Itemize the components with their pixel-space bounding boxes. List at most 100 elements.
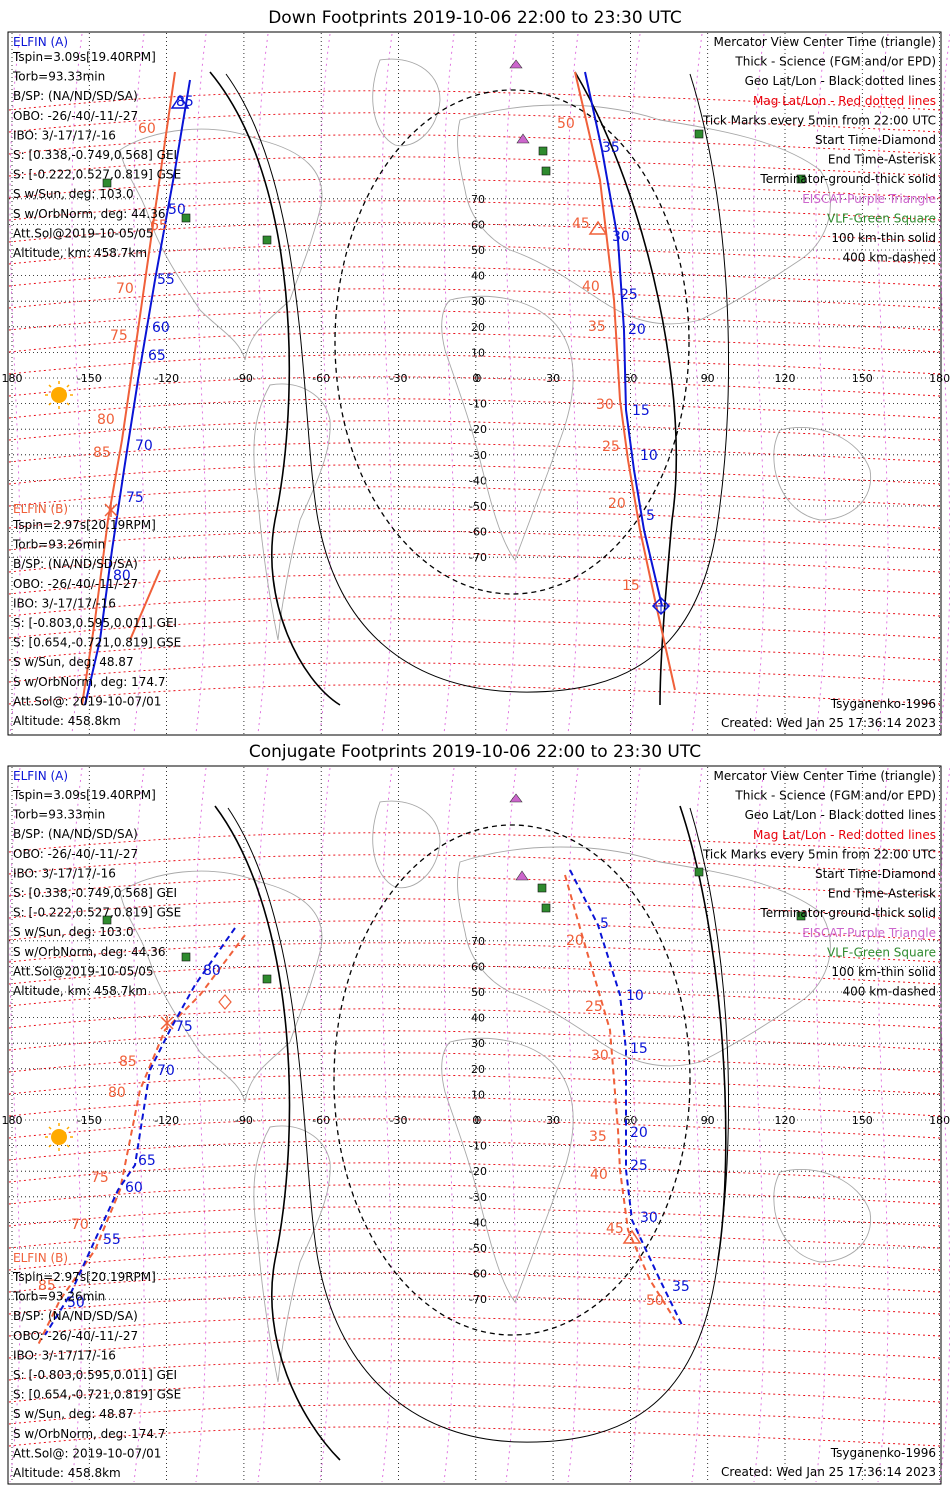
lat-label: 0 xyxy=(475,1114,482,1127)
vlf-square xyxy=(695,868,703,876)
lat-label: 50 xyxy=(471,986,485,999)
elfin-a-param-line: S w/Sun, deg: 103.0 xyxy=(13,187,134,201)
elfin-a-param-line: B/SP: (NA/ND/SD/SA) xyxy=(13,89,138,103)
lon-label: 120 xyxy=(775,372,796,385)
lat-label: -50 xyxy=(469,1242,487,1255)
tick-label: 65 xyxy=(148,348,166,364)
vlf-square xyxy=(542,167,550,175)
elfin-a-param-line: S w/OrbNorm, deg: 44.36 xyxy=(13,207,165,221)
lat-label: 20 xyxy=(471,1063,485,1076)
tick-label: 45 xyxy=(572,216,590,232)
lat-label: 30 xyxy=(471,295,485,308)
legend-item: 400 km-dashed xyxy=(842,985,936,999)
tick-label: 80 xyxy=(108,1085,126,1101)
tick-label: 25 xyxy=(585,999,603,1015)
vlf-square xyxy=(695,130,703,138)
lon-label: 90 xyxy=(701,1114,715,1127)
tick-label: 25 xyxy=(620,287,638,303)
elfin-b-param-line: OBO: -26/-40/-11/-27 xyxy=(13,1329,138,1343)
lat-label: 60 xyxy=(471,960,485,973)
lat-label: 40 xyxy=(471,1012,485,1025)
legend-item: Tick Marks every 5min from 22:00 UTC xyxy=(702,847,936,861)
legend-item: VLF-Green Square xyxy=(827,945,936,959)
lat-label: 10 xyxy=(471,1088,485,1101)
model-label: Tsyganenko-1996 xyxy=(830,1446,936,1460)
elfin-a-param-line: Att.Sol@2019-10-05/05 xyxy=(13,964,154,978)
elfin-a-param-line: S: [-0.222,0.527,0.819] GSE xyxy=(13,168,181,182)
created-label: Created: Wed Jan 25 17:36:14 2023 xyxy=(721,1465,936,1479)
tick-label: 30 xyxy=(612,229,630,245)
tick-label: 5 xyxy=(646,508,655,524)
legend-item: Mag Lat/Lon - Red dotted lines xyxy=(753,94,936,108)
lon-label: 30 xyxy=(546,372,560,385)
elfin-a-param-line: IBO: 3/-17/17/-16 xyxy=(13,866,116,880)
lon-label: 180 xyxy=(2,1114,23,1127)
lat-label: 20 xyxy=(471,321,485,334)
elfin-b-param-line: Att.Sol@: 2019-10-07/01 xyxy=(13,1446,161,1460)
lon-label: 30 xyxy=(546,1114,560,1127)
lon-label: 150 xyxy=(852,372,873,385)
elfin-b-param-line: Torb=93.26min xyxy=(12,1290,105,1304)
lon-label: -60 xyxy=(312,1114,330,1127)
lat-label: -70 xyxy=(469,551,487,564)
tick-label: 35 xyxy=(602,140,620,156)
legend-item: EISCAT-Purple Triangle xyxy=(802,192,936,206)
elfin-b-param-line: S w/Sun, deg: 48.87 xyxy=(13,655,134,669)
legend-item: Start Time-Diamond xyxy=(815,133,936,147)
lat-label: 60 xyxy=(471,218,485,231)
elfin-b-param-line: S: [0.654,-0.721,0.819] GSE xyxy=(13,636,181,650)
lat-label: 40 xyxy=(471,270,485,283)
lat-label: -50 xyxy=(469,500,487,513)
legend-item: Geo Lat/Lon - Black dotted lines xyxy=(745,808,936,822)
lon-label: 150 xyxy=(852,1114,873,1127)
tick-label: 75 xyxy=(126,490,144,506)
elfin-a-param-line: OBO: -26/-40/-11/-27 xyxy=(13,109,138,123)
tick-label: 50 xyxy=(557,116,575,132)
legend-item: Start Time-Diamond xyxy=(815,867,936,881)
elfin-a-param-line: Altitude, km: 458.7km xyxy=(13,984,147,998)
tick-label: 70 xyxy=(116,281,134,297)
created-label: Created: Wed Jan 25 17:36:14 2023 xyxy=(721,716,936,730)
tick-label: 80 xyxy=(97,412,115,428)
vlf-square xyxy=(539,147,547,155)
elfin-b-param-line: S w/OrbNorm, deg: 174.7 xyxy=(13,1427,165,1441)
elfin-b-param-line: Tspin=2.97s[20.19RPM] xyxy=(12,518,156,532)
elfin-b-info: ELFIN (B) xyxy=(13,502,68,516)
elfin-b-param-line: Altitude: 458.8km xyxy=(13,1466,121,1480)
legend-item: EISCAT-Purple Triangle xyxy=(802,926,936,940)
elfin-b-heading: ELFIN (B) xyxy=(13,1251,68,1265)
vlf-square xyxy=(542,904,550,912)
elfin-a-param-line: Altitude, km: 458.7km xyxy=(13,246,147,260)
vlf-square xyxy=(182,953,190,961)
tick-label: 70 xyxy=(157,1063,175,1079)
elfin-a-param-line: OBO: -26/-40/-11/-27 xyxy=(13,847,138,861)
legend-item: End Time-Asterisk xyxy=(828,887,936,901)
tick-label: 70 xyxy=(71,1217,89,1233)
elfin-b-param-line: Att.Sol@: 2019-10-07/01 xyxy=(13,694,161,708)
elfin-a-param-line: S w/Sun, deg: 103.0 xyxy=(13,925,134,939)
lat-label: 70 xyxy=(471,193,485,206)
lat-label: -70 xyxy=(469,1293,487,1306)
lon-label: -30 xyxy=(390,1114,408,1127)
elfin-b-heading: ELFIN (B) xyxy=(13,502,68,516)
tick-label: 20 xyxy=(630,1125,648,1141)
down-footprints-panel: Down Footprints 2019-10-06 22:00 to 23:3… xyxy=(2,8,950,735)
tick-label: 15 xyxy=(632,403,650,419)
tick-label: 55 xyxy=(103,1232,121,1248)
elfin-a-param-line: Tspin=3.09s[19.40RPM] xyxy=(12,50,156,64)
legend-item: 100 km-thin solid xyxy=(831,965,936,979)
elfin-b-info: ELFIN (B) xyxy=(13,1251,68,1265)
panel-title: Down Footprints 2019-10-06 22:00 to 23:3… xyxy=(268,8,682,28)
tick-label: 85 xyxy=(93,445,111,461)
legend-item: VLF-Green Square xyxy=(827,211,936,225)
elfin-b-param-line: IBO: 3/-17/17/-16 xyxy=(13,596,116,610)
elfin-a-info: ELFIN (A) xyxy=(13,35,68,49)
elfin-b-param-line: S w/OrbNorm, deg: 174.7 xyxy=(13,675,165,689)
tick-label: 80 xyxy=(203,963,221,979)
elfin-a-param-line: Torb=93.33min xyxy=(12,808,105,822)
elfin-a-param-line: S w/OrbNorm, deg: 44.36 xyxy=(13,945,165,959)
tick-label: 30 xyxy=(591,1048,609,1064)
legend-item: 400 km-dashed xyxy=(842,251,936,265)
lon-label: 180 xyxy=(2,372,23,385)
